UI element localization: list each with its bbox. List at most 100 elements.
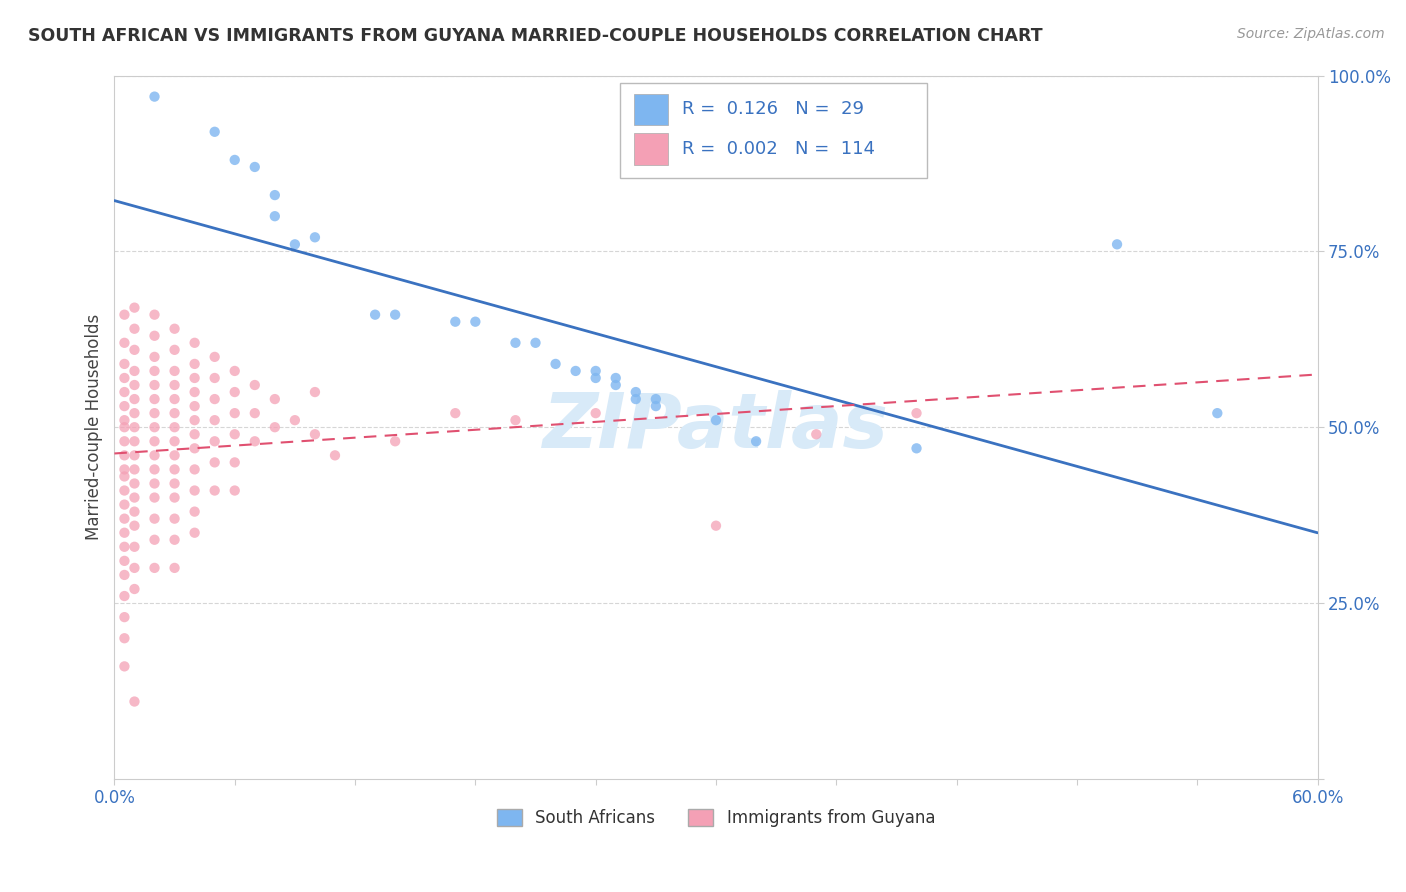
Point — [624, 392, 647, 406]
Point — [143, 448, 166, 462]
Point — [114, 540, 136, 554]
Point — [114, 483, 136, 498]
Point — [183, 442, 205, 456]
Point — [124, 462, 146, 476]
Point — [505, 413, 527, 427]
Point — [163, 406, 186, 420]
Point — [224, 427, 246, 442]
Point — [905, 406, 928, 420]
Point — [263, 420, 285, 434]
Point — [163, 491, 186, 505]
Point — [143, 364, 166, 378]
Point — [114, 525, 136, 540]
Point — [114, 469, 136, 483]
Point — [644, 399, 666, 413]
Point — [114, 462, 136, 476]
Point — [183, 505, 205, 519]
Point — [143, 476, 166, 491]
Point — [183, 371, 205, 385]
Point — [204, 434, 226, 449]
Point — [163, 561, 186, 575]
Point — [243, 160, 266, 174]
Point — [204, 125, 226, 139]
Point — [183, 427, 205, 442]
Point — [163, 392, 186, 406]
Legend: South Africans, Immigrants from Guyana: South Africans, Immigrants from Guyana — [491, 803, 942, 834]
Point — [243, 434, 266, 449]
Point — [505, 335, 527, 350]
Point — [124, 540, 146, 554]
Point — [444, 315, 467, 329]
Point — [224, 364, 246, 378]
Point — [163, 434, 186, 449]
Point — [114, 448, 136, 462]
Point — [143, 511, 166, 525]
Point — [114, 568, 136, 582]
Point — [124, 420, 146, 434]
Point — [143, 378, 166, 392]
Point — [585, 364, 607, 378]
Text: R =  0.002   N =  114: R = 0.002 N = 114 — [682, 140, 876, 159]
Point — [124, 322, 146, 336]
Point — [183, 385, 205, 400]
Point — [163, 448, 186, 462]
Point — [163, 420, 186, 434]
Point — [323, 448, 346, 462]
Point — [114, 357, 136, 371]
Point — [304, 427, 326, 442]
Point — [183, 462, 205, 476]
Point — [585, 371, 607, 385]
Point — [124, 582, 146, 596]
Point — [263, 392, 285, 406]
Point — [464, 315, 486, 329]
Point — [124, 343, 146, 357]
Point — [163, 533, 186, 547]
FancyBboxPatch shape — [634, 133, 668, 165]
Point — [114, 434, 136, 449]
FancyBboxPatch shape — [634, 94, 668, 126]
Point — [444, 406, 467, 420]
Point — [143, 308, 166, 322]
Point — [204, 483, 226, 498]
Point — [704, 413, 727, 427]
Point — [143, 434, 166, 449]
Point — [124, 694, 146, 708]
Point — [143, 533, 166, 547]
Point — [124, 301, 146, 315]
Point — [143, 561, 166, 575]
Point — [243, 406, 266, 420]
Text: Source: ZipAtlas.com: Source: ZipAtlas.com — [1237, 27, 1385, 41]
Point — [304, 230, 326, 244]
Point — [114, 371, 136, 385]
Point — [605, 378, 627, 392]
Text: SOUTH AFRICAN VS IMMIGRANTS FROM GUYANA MARRIED-COUPLE HOUSEHOLDS CORRELATION CH: SOUTH AFRICAN VS IMMIGRANTS FROM GUYANA … — [28, 27, 1043, 45]
Point — [183, 413, 205, 427]
Point — [114, 413, 136, 427]
Point — [163, 378, 186, 392]
Point — [124, 476, 146, 491]
Point — [224, 153, 246, 167]
Point — [114, 511, 136, 525]
Point — [384, 434, 406, 449]
Point — [704, 518, 727, 533]
Point — [114, 335, 136, 350]
Point — [114, 659, 136, 673]
Point — [263, 188, 285, 202]
Point — [124, 561, 146, 575]
Text: ZIPatlas: ZIPatlas — [543, 390, 889, 464]
Point — [183, 357, 205, 371]
Point — [585, 406, 607, 420]
Point — [564, 364, 586, 378]
Point — [163, 364, 186, 378]
Point — [124, 448, 146, 462]
Point — [143, 462, 166, 476]
Point — [1206, 406, 1229, 420]
Point — [143, 392, 166, 406]
Point — [143, 328, 166, 343]
Point — [304, 385, 326, 400]
Point — [143, 406, 166, 420]
Point — [224, 385, 246, 400]
Point — [183, 525, 205, 540]
Point — [143, 89, 166, 103]
Point — [224, 455, 246, 469]
